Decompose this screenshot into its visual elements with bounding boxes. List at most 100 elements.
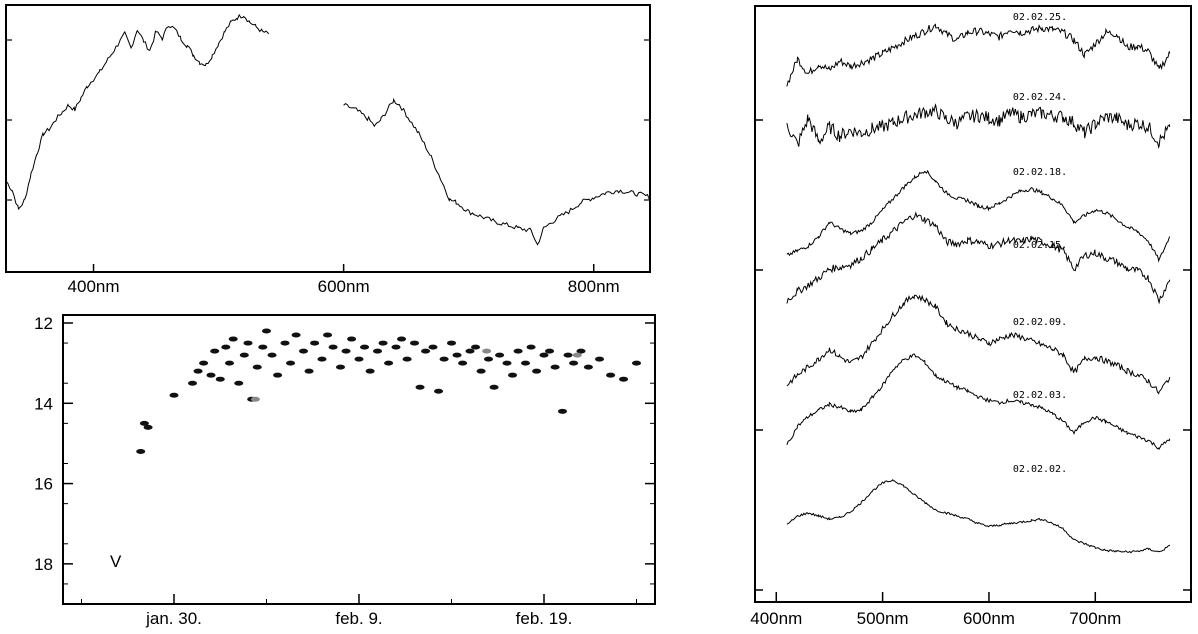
data-point — [286, 360, 296, 366]
x-tick-label: feb. 9. — [335, 609, 382, 628]
data-point — [365, 368, 375, 374]
data-point — [558, 408, 567, 414]
series-label: 02.02.02. — [1013, 464, 1067, 475]
spectrum-line — [786, 169, 1171, 263]
data-point — [234, 380, 244, 386]
y-tick-label: 14 — [34, 394, 53, 413]
data-point — [452, 352, 462, 358]
data-point — [563, 352, 573, 358]
data-point — [439, 356, 449, 362]
series-label: 02.02.18. — [1013, 167, 1067, 178]
data-point — [397, 336, 407, 342]
series-label: 02.02.25. — [1013, 12, 1067, 23]
y-tick-label: 12 — [34, 314, 53, 333]
data-point — [595, 356, 604, 362]
data-point — [539, 352, 549, 358]
data-point — [262, 328, 271, 334]
panel-lightcurve: 12 14 16 18 jan. 30. feb. 9. feb. 19. V — [34, 314, 656, 628]
panel-stacked-x-tick-labels: 400nm 500nm 600nm 700nm — [750, 609, 1121, 628]
data-point — [532, 368, 542, 374]
series-label: 02.02.09. — [1013, 317, 1067, 328]
data-point — [267, 352, 277, 358]
data-point — [336, 364, 345, 370]
panel-top-ticks — [6, 39, 650, 272]
data-point — [143, 424, 153, 430]
panel-top-x-tick-labels: 400nm 600nm 800nm — [68, 277, 620, 296]
data-point — [402, 356, 412, 362]
spectrum-line — [786, 103, 1171, 149]
panel-lightcurve-tick-labels: 12 14 16 18 jan. 30. feb. 9. feb. 19. — [34, 314, 572, 628]
data-point — [347, 336, 357, 342]
data-point — [583, 364, 593, 370]
data-point — [484, 356, 493, 362]
data-point — [360, 344, 370, 350]
data-point — [513, 348, 523, 354]
panel-stacked-frame — [754, 5, 1192, 603]
series-label: 02.02.15. — [1013, 240, 1067, 251]
x-tick-label: jan. 30. — [145, 609, 202, 628]
data-point — [273, 372, 283, 378]
panel-lightcurve-points — [136, 328, 641, 454]
spectrum-line — [5, 13, 270, 210]
data-point — [221, 344, 231, 350]
panel-stacked-lines — [786, 23, 1171, 554]
data-point — [169, 392, 179, 398]
data-point — [225, 360, 234, 366]
data-point — [139, 420, 149, 426]
panel-stacked-ticks — [755, 119, 1191, 602]
data-point — [239, 352, 249, 358]
spectrum-line — [786, 479, 1171, 554]
spectrum-line — [343, 97, 651, 246]
x-tick-label: 400nm — [68, 277, 120, 296]
data-point — [378, 340, 388, 346]
spectrum-line — [786, 23, 1171, 87]
data-point — [415, 384, 425, 390]
data-point — [521, 360, 530, 366]
x-tick-label: 400nm — [750, 609, 802, 628]
data-point — [495, 352, 505, 358]
data-point — [428, 344, 438, 350]
data-point — [299, 348, 308, 354]
data-point — [310, 340, 320, 346]
spectrum-line — [786, 294, 1171, 395]
data-point — [304, 368, 314, 374]
panel-top-frame — [5, 4, 651, 273]
spectrum-line — [786, 211, 1171, 305]
panel-top-lines — [5, 13, 651, 246]
data-point — [489, 384, 499, 390]
data-point — [619, 376, 629, 382]
data-point — [228, 336, 238, 342]
data-point — [410, 340, 419, 346]
data-point — [476, 368, 486, 374]
data-point — [465, 348, 475, 354]
data-point — [471, 344, 481, 350]
data-point — [391, 344, 401, 350]
data-point-gray — [572, 352, 582, 358]
x-tick-label: 600nm — [318, 277, 370, 296]
x-tick-label: 800nm — [568, 277, 620, 296]
spectrum-line — [786, 353, 1171, 451]
data-point — [291, 332, 301, 338]
data-point-gray — [482, 348, 492, 354]
data-point — [210, 348, 220, 354]
panel-top-spectrum: 400nm 600nm 800nm — [5, 4, 651, 296]
data-point — [632, 360, 641, 366]
x-tick-label: feb. 19. — [516, 609, 573, 628]
series-label: 02.02.24. — [1013, 92, 1067, 103]
data-point — [576, 348, 586, 354]
data-point — [458, 360, 468, 366]
data-point — [545, 348, 555, 354]
panel-stacked-series-labels: 02.02.25. 02.02.24. 02.02.18. 02.02.15. 02.0… — [1013, 12, 1067, 475]
data-point — [502, 360, 512, 366]
data-point — [447, 340, 456, 346]
x-tick-label: 500nm — [857, 609, 909, 628]
y-tick-label: 18 — [34, 555, 53, 574]
x-tick-label: 700nm — [1069, 609, 1121, 628]
data-point — [136, 448, 146, 454]
data-point — [550, 364, 560, 370]
x-tick-label: 600nm — [963, 609, 1015, 628]
data-point — [328, 344, 338, 350]
data-point — [243, 340, 253, 346]
data-point — [199, 360, 209, 366]
